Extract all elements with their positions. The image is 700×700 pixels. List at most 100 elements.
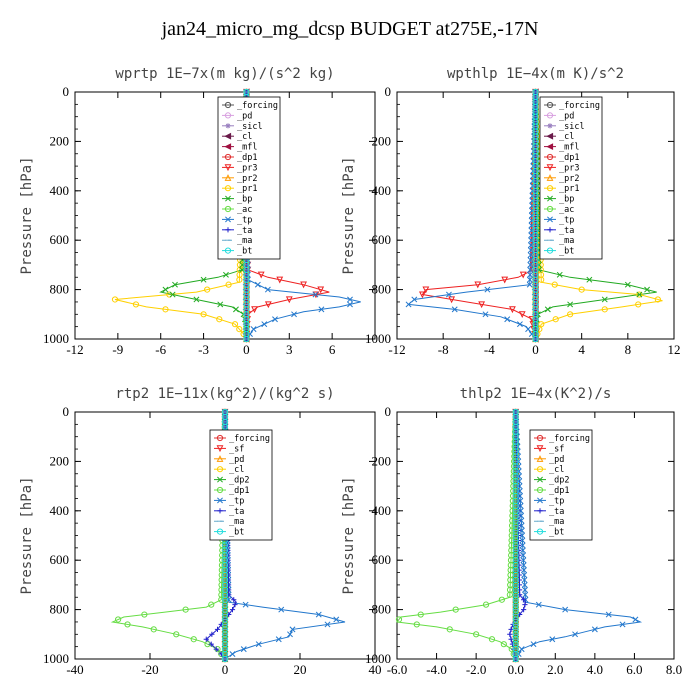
- series-point-tp: [451, 306, 458, 313]
- legend-entry: _dp2: [549, 476, 569, 486]
- legend-marker: [546, 143, 554, 151]
- panel-1: wprtp 1E−7x(m kg)/(s^2 kg) Pressure [hPa]…: [19, 66, 376, 357]
- series-point-dp1: [173, 631, 180, 638]
- series-point-tp: [312, 291, 319, 298]
- series-point-tp: [530, 641, 537, 648]
- series-point-tp: [526, 281, 533, 288]
- series-point-tp: [275, 636, 282, 643]
- series-point-dp1: [446, 626, 453, 633]
- series-point-tp: [272, 316, 278, 323]
- legend-entry: _cl: [237, 132, 252, 142]
- legend-marker: [216, 486, 224, 494]
- x-tick-label: -3: [198, 342, 209, 357]
- legend-entry: _pr3: [559, 163, 579, 173]
- series-point-dp1: [395, 616, 403, 623]
- legend-entry: _bt: [559, 247, 574, 257]
- series-point-tp: [405, 301, 412, 308]
- series-point-pr3: [509, 306, 516, 314]
- series-line-pr3: [245, 91, 330, 340]
- series-point-tp: [289, 626, 296, 633]
- legend-entry: _pd: [549, 455, 564, 465]
- series-point-dp1: [115, 616, 122, 623]
- legend-entry: _dp2: [229, 476, 249, 486]
- series-point-bp: [586, 276, 593, 283]
- series-point-bp: [169, 291, 176, 298]
- series-point-dp1: [452, 606, 459, 613]
- legend-entry: _pd: [237, 111, 252, 121]
- x-tick-label: 6: [329, 342, 336, 357]
- series-point-pr1: [578, 286, 585, 293]
- series-line-dp1: [396, 411, 517, 660]
- panel-4: thlp2 1E−4x(K^2)/s Pressure [hPa] 0 200 400 6…: [341, 386, 682, 677]
- series-line-tp: [407, 91, 536, 340]
- series-point-pr1: [236, 276, 243, 283]
- series-point-tp: [324, 621, 331, 628]
- legend-marker: [216, 434, 224, 442]
- x-tick-label: -12: [388, 342, 405, 357]
- series-point-tp: [347, 301, 353, 308]
- legend-entry: _tp: [237, 215, 252, 225]
- legend-marker: [224, 153, 232, 161]
- series-point-pr1: [200, 311, 207, 318]
- series-point-tp: [527, 242, 534, 249]
- x-tick-label: 4.0: [587, 662, 603, 677]
- x-tick-label: 4: [578, 342, 585, 357]
- series-point-dp1: [488, 636, 496, 643]
- legend-entry: _bp: [559, 195, 574, 205]
- legend-marker: [217, 497, 223, 504]
- series-point-tp: [619, 621, 626, 628]
- series-point-tp: [504, 316, 511, 323]
- series-point-tp: [254, 281, 261, 288]
- series-point-dp1: [208, 601, 215, 608]
- series-point-tp: [591, 626, 598, 633]
- figure-title: jan24_micro_mg_dcsp BUDGET at275E,-17N: [161, 18, 539, 40]
- legend-entry: _pr2: [559, 174, 579, 184]
- series-point-tp: [519, 547, 526, 554]
- y-tick-label: 0: [385, 404, 392, 419]
- series-point-dp1: [500, 641, 507, 648]
- series-point-pr1: [567, 311, 574, 318]
- x-tick-label: -20: [141, 662, 158, 677]
- legend-entry: _dp1: [549, 486, 569, 496]
- legend-entry: _bt: [237, 247, 252, 257]
- series-point-tp: [605, 611, 612, 618]
- series-point-bp: [232, 306, 239, 313]
- legend-entry: _ma: [549, 517, 564, 527]
- series-point-pr3: [519, 271, 527, 279]
- legend: _forcing_pd_sicl_cl_mfl_dp1_pr3_pr2_pr1_…: [217, 96, 281, 260]
- y-tick-label: 600: [372, 232, 392, 247]
- legend-entry: _cl: [559, 132, 574, 142]
- series-point-tp: [527, 261, 534, 268]
- legend-marker: [224, 205, 232, 213]
- x-tick-label: 20: [294, 662, 307, 677]
- legend-marker: [546, 112, 554, 119]
- series-point-ta: [521, 607, 527, 613]
- y-tick-label: 800: [372, 602, 392, 617]
- legend-entry: _ta: [229, 507, 244, 517]
- series-point-bp: [636, 291, 643, 298]
- y-tick-label: 800: [50, 282, 70, 297]
- series-point-tp: [518, 527, 525, 534]
- legend-entry: _bt: [549, 528, 564, 538]
- x-tick-label: 3: [286, 342, 293, 357]
- x-tick-label: -6: [155, 342, 166, 357]
- x-tick-label: 0: [222, 662, 229, 677]
- series-point-ta: [208, 641, 214, 647]
- y-tick-label: 800: [50, 602, 70, 617]
- y-tick-label: 600: [50, 232, 70, 247]
- series-point-tp: [261, 321, 268, 328]
- series-point-tp: [318, 306, 325, 313]
- legend-marker: [225, 216, 231, 223]
- series-point-ta: [209, 631, 215, 637]
- series-line-pr1: [114, 91, 247, 340]
- series-point-pr3: [257, 271, 265, 279]
- series-point-bt: [221, 655, 229, 663]
- series-point-bt: [243, 335, 250, 343]
- y-tick-label: 1000: [43, 331, 69, 346]
- series-point-tp: [549, 636, 556, 643]
- x-tick-label: -40: [66, 662, 83, 677]
- y-tick-label: 400: [372, 183, 392, 198]
- legend-entry: _sicl: [559, 122, 585, 132]
- series-line-dp1: [110, 411, 226, 660]
- series-point-tp: [562, 606, 569, 613]
